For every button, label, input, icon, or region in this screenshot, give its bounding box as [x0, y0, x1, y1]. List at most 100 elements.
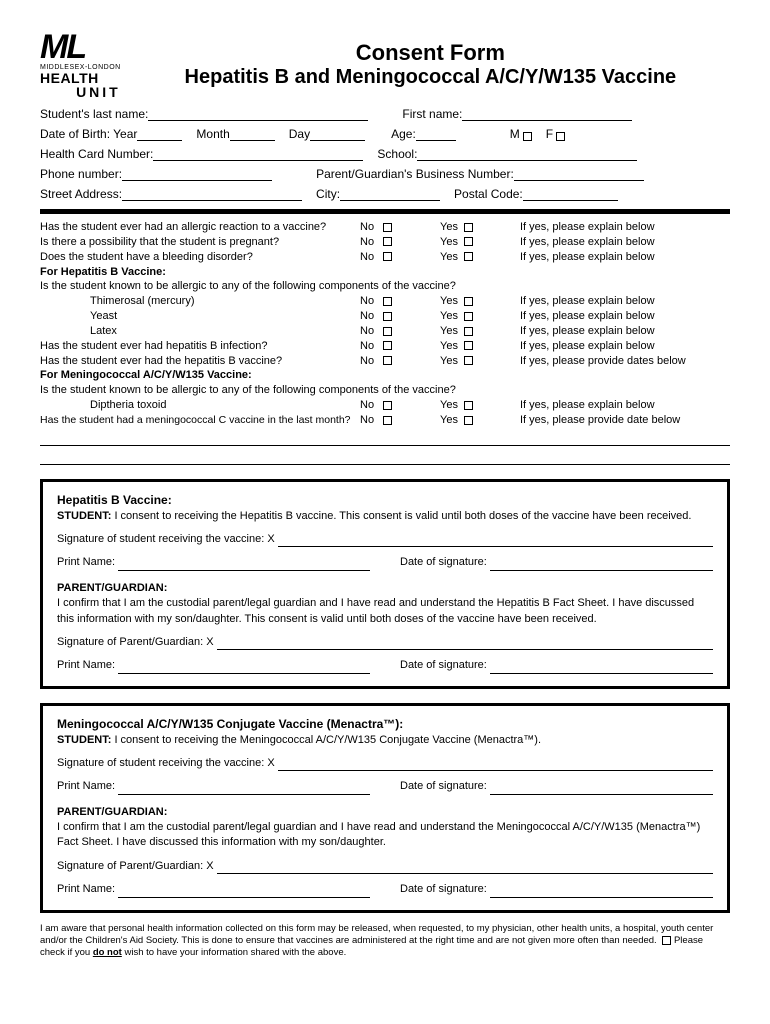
mening-header: For Meningococcal A/C/Y/W135 Vaccine:	[40, 368, 360, 383]
hepb-date-sig-label-1: Date of signature:	[400, 555, 487, 570]
row-phone: Phone number: Parent/Guardian's Business…	[40, 167, 730, 181]
hepb-print-name-1[interactable]	[118, 557, 370, 571]
q-allergic-intro-2: Is the student known to be allergic to a…	[40, 383, 456, 398]
checkbox-hbv-no[interactable]	[383, 356, 392, 365]
mening-print-name-1[interactable]	[118, 781, 370, 795]
hepb-date-sig-1[interactable]	[490, 557, 713, 571]
mening-date-sig-2[interactable]	[490, 884, 713, 898]
label-month: Month	[196, 127, 229, 141]
input-school[interactable]	[417, 147, 637, 161]
hepb-print-name-label-2: Print Name:	[57, 658, 115, 673]
checkbox-q1-yes[interactable]	[464, 223, 473, 232]
label-phone: Phone number:	[40, 167, 122, 181]
mening-student-text: I consent to receiving the Meningococcal…	[111, 734, 541, 746]
checkbox-q2-yes[interactable]	[464, 237, 473, 246]
hepb-sig-student-label: Signature of student receiving the vacci…	[57, 532, 275, 547]
checkbox-q3-yes[interactable]	[464, 252, 473, 261]
label-school: School:	[377, 147, 417, 161]
checkbox-q2-no[interactable]	[383, 237, 392, 246]
logo-ml: ML	[40, 30, 85, 64]
label-health-card: Health Card Number:	[40, 147, 153, 161]
explain-line-1[interactable]	[40, 432, 730, 446]
input-health-card[interactable]	[153, 147, 363, 161]
checkbox-m[interactable]	[523, 132, 532, 141]
input-postal[interactable]	[523, 187, 618, 201]
q-diptheria: Diptheria toxoid	[40, 398, 360, 413]
checkbox-dip-yes[interactable]	[464, 401, 473, 410]
mening-print-name-2[interactable]	[118, 884, 370, 898]
checkbox-q3-no[interactable]	[383, 252, 392, 261]
mening-pg-text: I confirm that I am the custodial parent…	[57, 820, 713, 851]
input-first-name[interactable]	[462, 107, 632, 121]
hepb-consent-box: Hepatitis B Vaccine: STUDENT: I consent …	[40, 479, 730, 689]
checkbox-yeast-no[interactable]	[383, 312, 392, 321]
input-pg-business[interactable]	[514, 167, 644, 181]
logo: ML MIDDLESEX-LONDON HEALTH UNIT	[40, 30, 121, 99]
q-mening-c: Has the student had a meningococcal C va…	[40, 413, 360, 428]
hepb-sig-student[interactable]	[278, 533, 713, 547]
label-pg-business: Parent/Guardian's Business Number:	[316, 167, 514, 181]
hepb-print-name-2[interactable]	[118, 660, 370, 674]
hepb-student-label: STUDENT:	[57, 510, 111, 522]
input-month[interactable]	[230, 127, 275, 141]
checkbox-f[interactable]	[556, 132, 565, 141]
checkbox-latex-yes[interactable]	[464, 327, 473, 336]
input-city[interactable]	[340, 187, 440, 201]
q-bleeding: Does the student have a bleeding disorde…	[40, 250, 360, 265]
checkbox-yeast-yes[interactable]	[464, 312, 473, 321]
mening-pg-label: PARENT/GUARDIAN:	[57, 806, 167, 818]
checkbox-dip-no[interactable]	[383, 401, 392, 410]
hepb-date-sig-2[interactable]	[490, 660, 713, 674]
title-block: Consent Form Hepatitis B and Meningococc…	[131, 40, 730, 89]
q-allergic-intro-1: Is the student known to be allergic to a…	[40, 279, 456, 294]
input-age[interactable]	[416, 127, 456, 141]
explain-line-2[interactable]	[40, 451, 730, 465]
input-phone[interactable]	[122, 167, 272, 181]
checkbox-optout[interactable]	[662, 936, 671, 945]
disclaimer-text-2: wish to have your information shared wit…	[122, 947, 346, 958]
hepb-box-title: Hepatitis B Vaccine:	[57, 492, 713, 509]
questions-section: Has the student ever had an allergic rea…	[40, 220, 730, 465]
checkbox-q1-no[interactable]	[383, 223, 392, 232]
checkbox-hbi-yes[interactable]	[464, 341, 473, 350]
input-last-name[interactable]	[148, 107, 368, 121]
mening-sig-student[interactable]	[278, 757, 713, 771]
hepb-date-sig-label-2: Date of signature:	[400, 658, 487, 673]
form-title-2: Hepatitis B and Meningococcal A/C/Y/W135…	[131, 66, 730, 89]
mening-date-sig-1[interactable]	[490, 781, 713, 795]
hepb-student-text: I consent to receiving the Hepatitis B v…	[111, 510, 691, 522]
disclaimer-text-1: I am aware that personal health informat…	[40, 923, 713, 946]
mening-date-sig-label-1: Date of signature:	[400, 779, 487, 794]
row-address: Street Address: City: Postal Code:	[40, 187, 730, 201]
checkbox-mc-no[interactable]	[383, 416, 392, 425]
checkbox-latex-no[interactable]	[383, 327, 392, 336]
hepb-pg-text: I confirm that I am the custodial parent…	[57, 596, 713, 627]
checkbox-thim-no[interactable]	[383, 297, 392, 306]
disclaimer-donot: do not	[93, 947, 122, 958]
mening-box-title: Meningococcal A/C/Y/W135 Conjugate Vacci…	[57, 716, 713, 733]
label-dob: Date of Birth: Year	[40, 127, 137, 141]
label-first-name: First name:	[402, 107, 462, 121]
header: ML MIDDLESEX-LONDON HEALTH UNIT Consent …	[40, 30, 730, 99]
checkbox-mc-yes[interactable]	[464, 416, 473, 425]
checkbox-hbv-yes[interactable]	[464, 356, 473, 365]
label-f: F	[546, 127, 553, 141]
q-latex: Latex	[40, 324, 360, 339]
checkbox-thim-yes[interactable]	[464, 297, 473, 306]
mening-sig-pg-label: Signature of Parent/Guardian: X	[57, 859, 214, 874]
hepb-pg-label: PARENT/GUARDIAN:	[57, 582, 167, 594]
disclaimer: I am aware that personal health informat…	[40, 923, 730, 960]
hepb-sig-pg[interactable]	[217, 636, 713, 650]
q-hepb-infection: Has the student ever had hepatitis B inf…	[40, 339, 360, 354]
input-street[interactable]	[122, 187, 302, 201]
q-thimerosal: Thimerosal (mercury)	[40, 294, 360, 309]
mening-sig-pg[interactable]	[217, 860, 713, 874]
checkbox-hbi-no[interactable]	[383, 341, 392, 350]
input-day[interactable]	[310, 127, 365, 141]
label-last-name: Student's last name:	[40, 107, 148, 121]
mening-date-sig-label-2: Date of signature:	[400, 882, 487, 897]
input-year[interactable]	[137, 127, 182, 141]
row-dob: Date of Birth: Year Month Day Age: M F	[40, 127, 730, 141]
mening-student-label: STUDENT:	[57, 734, 111, 746]
label-day: Day	[289, 127, 310, 141]
